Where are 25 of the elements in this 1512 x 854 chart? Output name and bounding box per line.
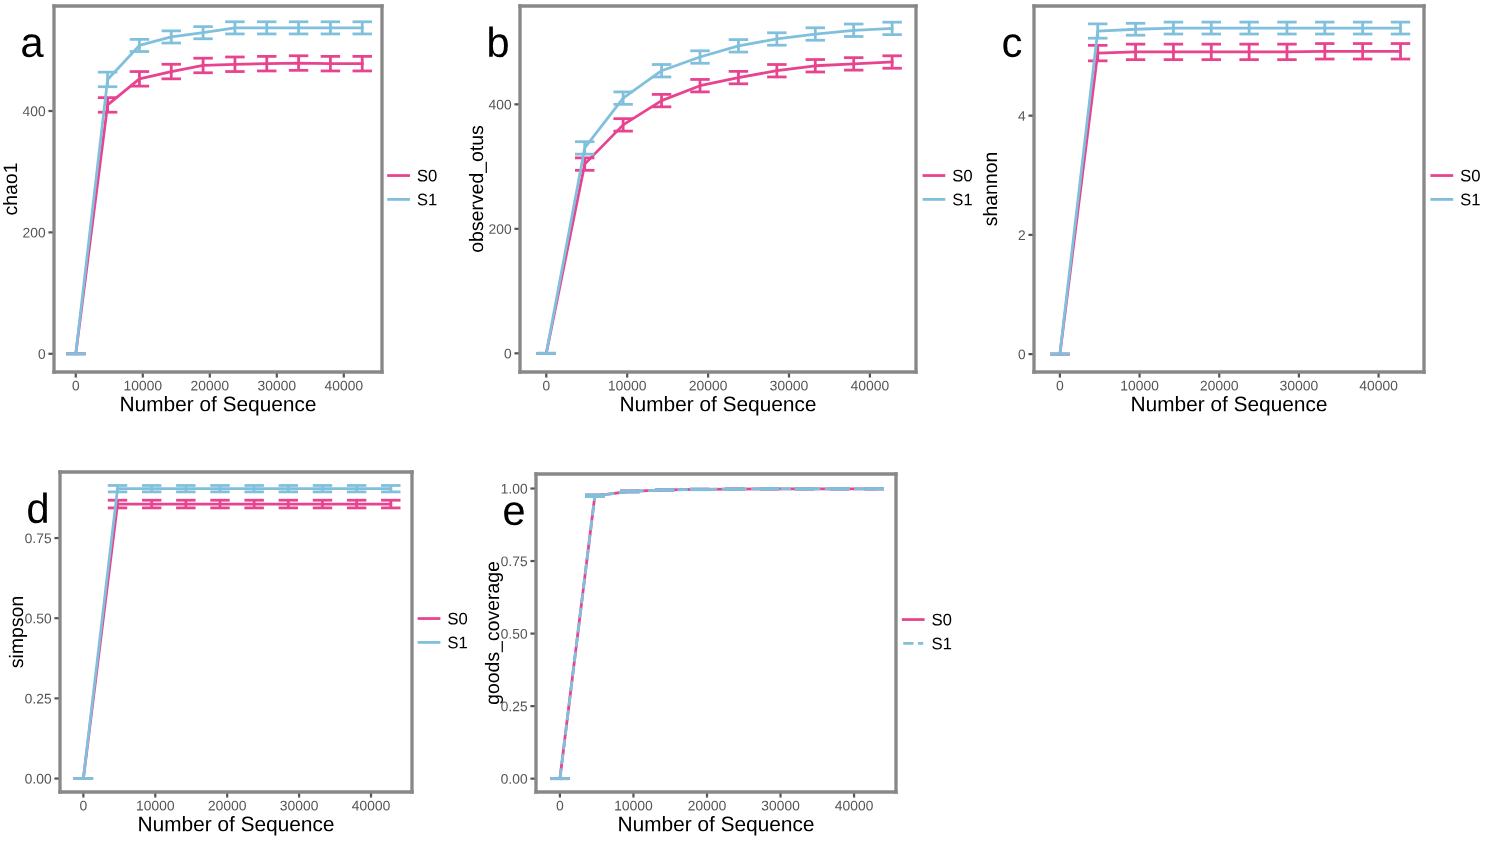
legend-label: S0 [417, 169, 437, 182]
x-axis-title: Number of Sequence [619, 816, 814, 836]
x-axis-title: Number of Sequence [621, 396, 816, 416]
x-axis-title: Number of Sequence [121, 396, 316, 416]
chart-title: c [1003, 34, 1022, 58]
legend-label: S1 [448, 636, 467, 649]
legend-label: S0 [448, 612, 468, 625]
legend-label: S0 [932, 613, 952, 626]
chart-title: b [489, 26, 508, 58]
y-axis-title: shannon [982, 152, 998, 226]
x-axis-title: Number of Sequence [1132, 396, 1327, 416]
chart-title: d [28, 492, 47, 524]
y-axis-title: simpson [8, 597, 28, 668]
legend-label: S1 [932, 637, 952, 650]
legend-label: S0 [1460, 169, 1480, 182]
y-axis-title: observed_otus [468, 125, 487, 252]
legend-label: S1 [1460, 193, 1480, 206]
x-axis-title: Number of Sequence [139, 816, 334, 836]
legend-label: S1 [417, 193, 437, 206]
y-axis-title: goods_coverage [484, 561, 504, 705]
y-axis-title: chao1 [2, 163, 18, 215]
legend-label: S0 [953, 169, 972, 182]
chart-title: a [22, 34, 44, 58]
chart-title: e [504, 502, 524, 526]
legend-label: S1 [953, 193, 972, 206]
